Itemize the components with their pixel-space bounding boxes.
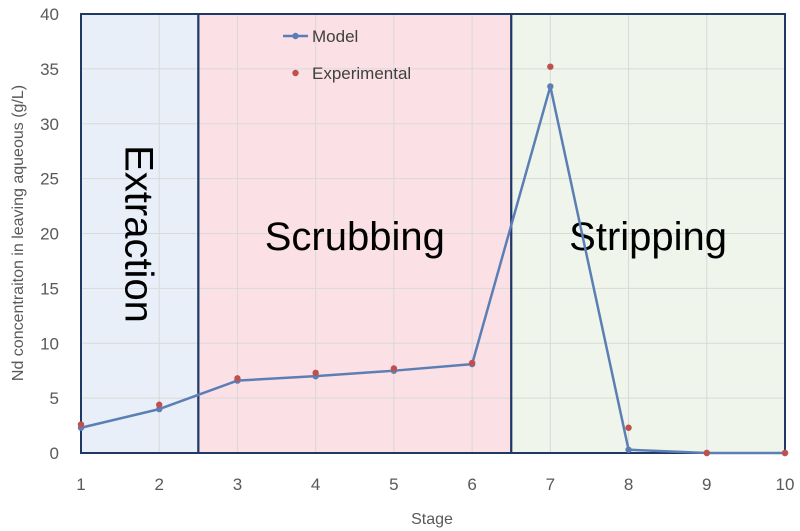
series-experimental-point	[703, 449, 710, 457]
y-tick-label: 10	[40, 334, 59, 353]
series-model-point	[625, 446, 632, 453]
legend-experimental-label: Experimental	[312, 64, 411, 83]
x-tick-label: 4	[311, 475, 320, 494]
legend-model-label: Model	[312, 27, 358, 46]
series-experimental-point	[156, 401, 163, 408]
legend-model-marker	[292, 32, 299, 40]
series-model-point	[156, 405, 163, 413]
series-experimental-point	[547, 63, 554, 70]
series-model-point	[547, 83, 554, 90]
y-tick-label: 5	[50, 389, 59, 408]
region-borders	[80, 13, 786, 454]
x-tick-label: 2	[154, 475, 163, 494]
region-stripping-label: Stripping	[569, 215, 727, 259]
y-tick-label: 40	[40, 5, 59, 24]
region-extraction-label: Extraction	[117, 145, 161, 323]
y-tick-label: 25	[40, 170, 59, 189]
series-experimental-point	[390, 365, 398, 372]
x-tick-label: 3	[233, 475, 242, 494]
x-axis-title: Stage	[411, 511, 453, 528]
x-tick-label: 9	[702, 475, 711, 494]
y-tick-label: 0	[50, 444, 59, 463]
series-experimental-point	[77, 421, 85, 428]
y-axis-title: Nd concentraiton in leaving aqueous (g/L…	[10, 85, 27, 381]
region-scrubbing-label: Scrubbing	[265, 215, 445, 259]
y-tick-label: 20	[40, 225, 59, 244]
x-tick-label: 10	[776, 475, 795, 494]
region-labels: Extraction Scrubbing Stripping	[117, 145, 727, 323]
region-stripping-border	[510, 13, 786, 454]
y-tick-label: 30	[40, 115, 59, 134]
series-experimental-point	[312, 369, 319, 377]
series-experimental-point	[234, 375, 241, 382]
series-model-line	[80, 85, 785, 455]
series-experimental-point	[625, 424, 632, 431]
tick-labels: 0 5 10 15 20 25 30 35 40 1 2 3 4 5 6 7 8 9 10	[40, 5, 794, 494]
x-tick-label: 5	[389, 475, 398, 494]
series-experimental-point	[781, 449, 789, 457]
x-tick-label: 7	[546, 475, 555, 494]
legend-experimental-marker	[292, 69, 299, 77]
x-tick-label: 8	[624, 475, 633, 494]
series-experimental-point	[468, 359, 476, 367]
legend: Model Experimental	[283, 27, 411, 83]
y-tick-label: 15	[40, 279, 59, 298]
series-layer	[77, 63, 789, 457]
x-tick-label: 1	[76, 475, 85, 494]
x-tick-label: 6	[467, 475, 476, 494]
y-tick-label: 35	[40, 60, 59, 79]
